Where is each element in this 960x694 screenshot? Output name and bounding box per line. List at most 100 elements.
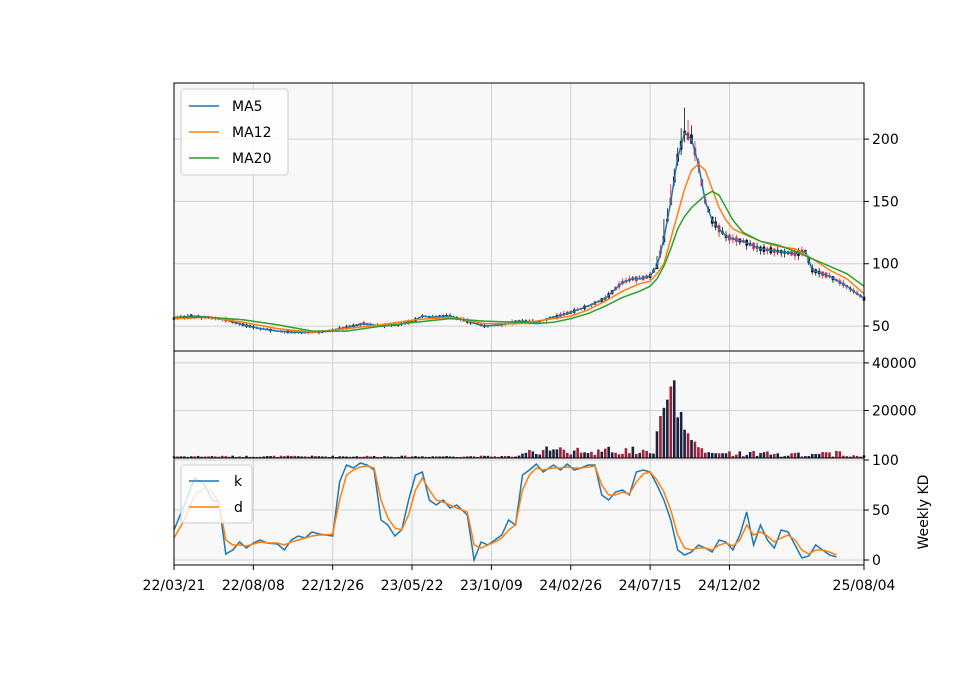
volume-bar	[203, 456, 207, 458]
volume-bar	[441, 456, 445, 458]
price-panel-bg	[174, 83, 864, 351]
volume-bar	[324, 456, 328, 458]
volume-bar	[652, 453, 655, 458]
volume-bar	[566, 452, 569, 458]
kd-panel-frame	[173, 457, 865, 566]
volume-bar	[424, 456, 428, 458]
x-tick-label: 22/12/26	[301, 578, 364, 594]
volume-bar	[548, 450, 552, 458]
volume-bar	[607, 446, 610, 458]
x-tick-label: 24/02/26	[539, 578, 602, 594]
volume-bar	[493, 456, 497, 458]
volume-bar	[597, 449, 600, 458]
kd-panel-bg	[174, 458, 864, 565]
volume-bar	[693, 441, 697, 458]
volume-bar	[521, 453, 524, 458]
volume-bar	[717, 453, 721, 458]
volume-bar	[559, 447, 562, 458]
volume-bar	[552, 449, 555, 458]
volume-bar	[421, 456, 424, 458]
volume-bar	[176, 456, 179, 458]
volume-bar	[555, 449, 559, 458]
volume-bar	[524, 452, 528, 458]
volume-bar	[745, 455, 748, 458]
volume-bar	[534, 454, 538, 458]
y-tick-label: 20000	[872, 403, 917, 419]
y-tick-label: 100	[872, 453, 899, 469]
volume-bar	[193, 456, 196, 458]
volume-bar	[331, 455, 334, 458]
volume-bar	[486, 455, 490, 458]
volume-bar	[227, 456, 231, 458]
volume-bar	[779, 456, 783, 458]
volume-bar	[824, 452, 828, 458]
volume-bar	[448, 456, 452, 458]
volume-bar	[428, 456, 431, 458]
volume-bar	[503, 456, 507, 458]
volume-bar	[838, 451, 842, 458]
volume-bar	[469, 456, 472, 458]
volume-bar	[562, 449, 566, 458]
x-tick-label: 23/10/09	[460, 578, 523, 594]
volume-bar	[855, 455, 859, 458]
series-line-k	[173, 462, 837, 563]
x-tick-label: 24/12/02	[698, 578, 761, 594]
volume-bar	[576, 447, 579, 458]
y-tick-label: 100	[872, 257, 899, 273]
volume-bar	[628, 453, 631, 458]
volume-bar	[572, 450, 576, 458]
volume-bar	[479, 455, 483, 458]
kd-legend: k d	[180, 464, 253, 524]
volume-bar	[362, 456, 366, 458]
volume-bar	[386, 456, 390, 458]
volume-bar	[538, 454, 541, 458]
volume-bar	[186, 456, 190, 458]
volume-bar	[697, 447, 700, 458]
volume-bar	[845, 456, 849, 458]
volume-bar	[314, 456, 317, 458]
volume-bar	[603, 448, 607, 458]
volume-bar	[804, 456, 807, 458]
volume-bar	[459, 456, 462, 458]
volume-bar	[666, 399, 669, 458]
legend-ma5-label: MA5	[232, 99, 263, 115]
y-tick-label: 0	[872, 553, 881, 569]
volume-bar	[655, 431, 659, 458]
volume-bar	[434, 456, 438, 458]
volume-bar	[842, 455, 845, 458]
volume-bar	[514, 456, 517, 458]
volume-bar	[272, 455, 276, 458]
volume-bar	[497, 456, 500, 458]
volume-bar	[807, 456, 811, 458]
volume-bar	[290, 455, 293, 458]
y-tick-label: 50	[872, 503, 890, 519]
volume-bar	[293, 455, 297, 458]
volume-bar	[286, 455, 290, 458]
volume-bar	[355, 456, 359, 458]
volume-bar	[600, 451, 604, 458]
x-tick-label: 22/03/21	[143, 578, 206, 594]
volume-bar	[679, 412, 683, 458]
volume-bar	[417, 456, 421, 458]
volume-bar	[390, 456, 393, 458]
volume-bar	[707, 452, 711, 458]
volume-bar	[755, 455, 759, 458]
volume-bar	[445, 456, 448, 458]
volume-bar	[317, 456, 321, 458]
legend-ma12-label: MA12	[232, 125, 271, 141]
x-tick-label: 25/08/04	[833, 578, 896, 594]
volume-bar	[686, 433, 690, 458]
volume-bar	[810, 453, 814, 458]
volume-bar	[207, 456, 210, 458]
volume-bar	[683, 429, 686, 458]
volume-bar	[593, 454, 597, 458]
volume-bar	[255, 456, 259, 458]
volume-bar	[741, 456, 745, 458]
volume-bar	[676, 417, 679, 458]
volume-bar	[269, 456, 272, 458]
volume-bar	[296, 456, 300, 458]
volume-bar	[510, 456, 514, 458]
x-tick-label: 22/08/08	[222, 578, 285, 594]
series-line-ma20	[174, 190, 865, 332]
volume-bar	[610, 452, 614, 458]
